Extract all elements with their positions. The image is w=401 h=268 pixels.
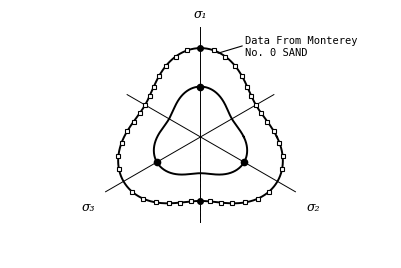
Text: σ₃: σ₃ [81,201,95,214]
Text: σ₂: σ₂ [306,201,320,214]
Text: σ₁: σ₁ [194,8,207,21]
Text: Data From Monterey
No. 0 SAND: Data From Monterey No. 0 SAND [245,36,357,58]
